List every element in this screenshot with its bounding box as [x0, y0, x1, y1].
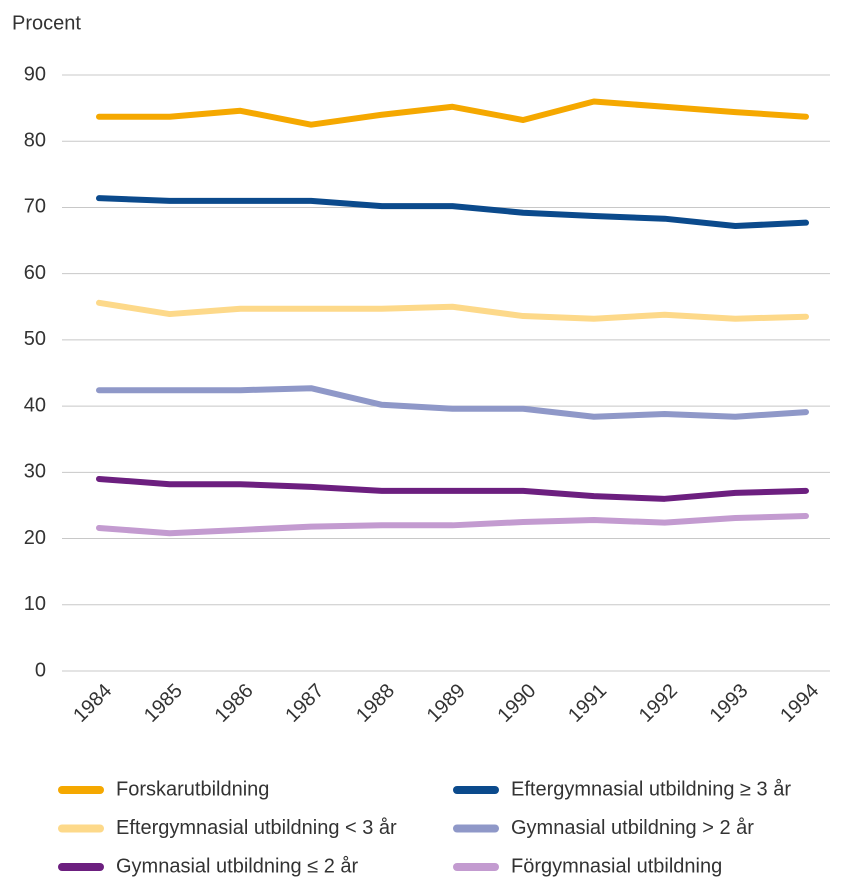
x-tick-label: 1988 [352, 680, 399, 727]
x-tick-label: 1987 [281, 680, 328, 727]
legend-label: Gymnasial utbildning ≤ 2 år [116, 855, 359, 877]
y-tick-label: 40 [24, 394, 46, 416]
y-tick-label: 10 [24, 593, 46, 615]
x-tick-label: 1989 [423, 680, 470, 727]
line-series [96, 385, 809, 420]
x-tick-label: 1994 [776, 680, 823, 727]
line-series [96, 299, 809, 322]
y-tick-label: 70 [24, 196, 46, 218]
legend-label: Förgymnasial utbildning [511, 855, 722, 877]
x-tick-label: 1984 [69, 680, 116, 727]
y-tick-label: 30 [24, 461, 46, 483]
y-tick-label: 50 [24, 328, 46, 350]
x-tick-label: 1991 [564, 680, 611, 727]
y-axis-label: Procent [12, 12, 81, 34]
x-tick-label: 1993 [706, 680, 753, 727]
y-tick-label: 20 [24, 527, 46, 549]
x-tick-label: 1992 [635, 680, 682, 727]
y-tick-label: 0 [35, 659, 46, 681]
y-tick-label: 80 [24, 130, 46, 152]
legend-label: Eftergymnasial utbildning < 3 år [116, 817, 397, 839]
line-series [96, 475, 809, 502]
x-tick-label: 1990 [493, 680, 540, 727]
x-tick-label: 1985 [140, 680, 187, 727]
line-series [96, 98, 809, 128]
legend-label: Eftergymnasial utbildning ≥ 3 år [511, 778, 791, 800]
legend-label: Gymnasial utbildning > 2 år [511, 817, 754, 839]
y-tick-label: 60 [24, 262, 46, 284]
y-tick-label: 90 [24, 63, 46, 85]
x-tick-label: 1986 [211, 680, 258, 727]
line-series [96, 513, 809, 537]
line-series [96, 195, 809, 229]
legend-label: Forskarutbildning [116, 778, 269, 800]
